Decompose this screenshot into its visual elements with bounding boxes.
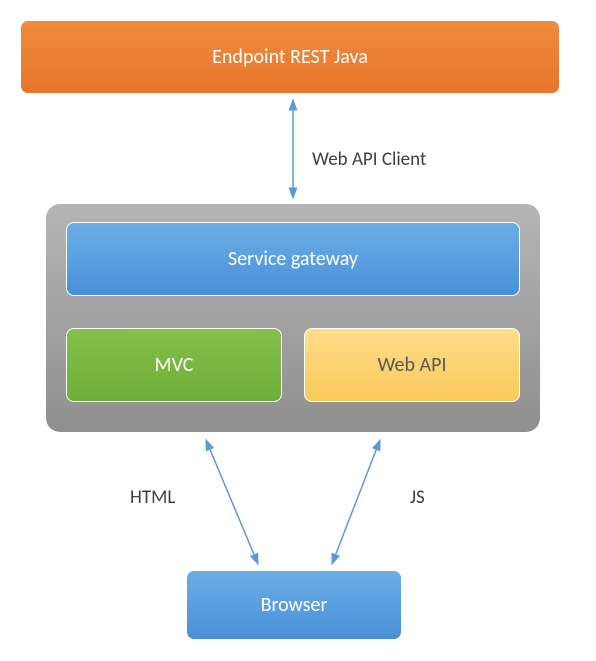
browser-node: Browser <box>186 570 402 640</box>
edge-mvc-browser <box>206 440 258 564</box>
endpoint-label: Endpoint REST Java <box>212 45 368 69</box>
mvc-label: MVC <box>155 353 194 377</box>
service-gateway-label: Service gateway <box>228 247 358 271</box>
endpoint-node: Endpoint REST Java <box>20 20 560 94</box>
webapi-label: Web API <box>378 353 447 377</box>
edge-webapi-browser <box>332 440 380 564</box>
edge-label-webapi-client: Web API Client <box>312 148 426 171</box>
service-gateway-node: Service gateway <box>66 222 520 296</box>
edge-label-html: HTML <box>130 486 175 509</box>
mvc-node: MVC <box>66 328 282 402</box>
edge-label-js: JS <box>410 486 425 509</box>
webapi-node: Web API <box>304 328 520 402</box>
browser-label: Browser <box>261 593 328 617</box>
